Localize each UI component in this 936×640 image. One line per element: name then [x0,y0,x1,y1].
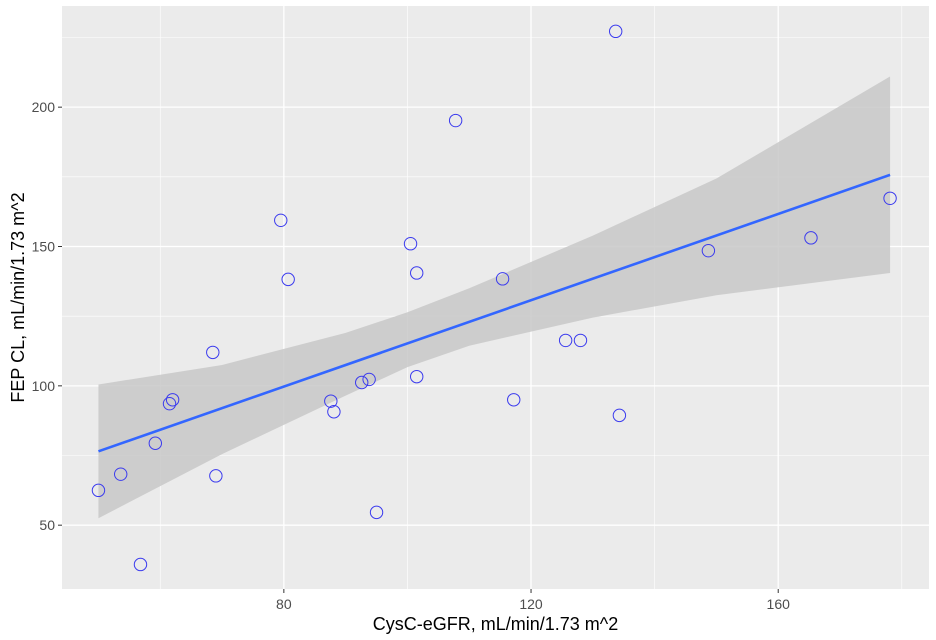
data-points [91,24,897,572]
data-point [91,483,106,498]
y-tick-label: 150 [32,239,56,255]
data-point [148,436,163,450]
data-point [274,213,288,228]
confidence-band [98,76,891,519]
regression-line [98,173,891,453]
data-point [608,24,623,39]
data-point [281,272,295,287]
data-point [612,408,627,423]
data-point [369,505,384,520]
data-point [355,375,369,390]
x-axis: 80 120 160 [276,589,790,612]
data-point [327,405,341,419]
data-point [114,467,128,481]
data-point [362,372,376,387]
data-point [495,272,510,286]
data-point [133,557,148,572]
data-point [206,345,220,360]
y-tick-label: 100 [32,378,56,394]
x-tick-label: 160 [767,596,791,612]
x-tick-label: 120 [519,596,543,612]
y-axis: 50 100 150 200 [32,99,62,533]
data-point [410,266,424,280]
data-point [448,113,463,128]
data-point [165,393,180,407]
y-tick-label: 50 [39,517,55,533]
data-point [410,369,424,384]
data-point [701,243,716,258]
data-point [324,394,338,408]
data-point [209,469,223,483]
y-axis-title: FEP CL, mL/min/1.73 m^2 [8,192,28,402]
data-point [507,393,521,407]
x-axis-title: CysC-eGFR, mL/min/1.73 m^2 [373,614,619,634]
x-tick-label: 80 [276,596,292,612]
data-point [162,396,177,411]
data-point [883,191,897,205]
data-point [804,231,818,245]
y-tick-label: 200 [32,99,56,115]
data-point [573,333,588,348]
data-point [403,237,418,251]
data-point [558,333,573,348]
